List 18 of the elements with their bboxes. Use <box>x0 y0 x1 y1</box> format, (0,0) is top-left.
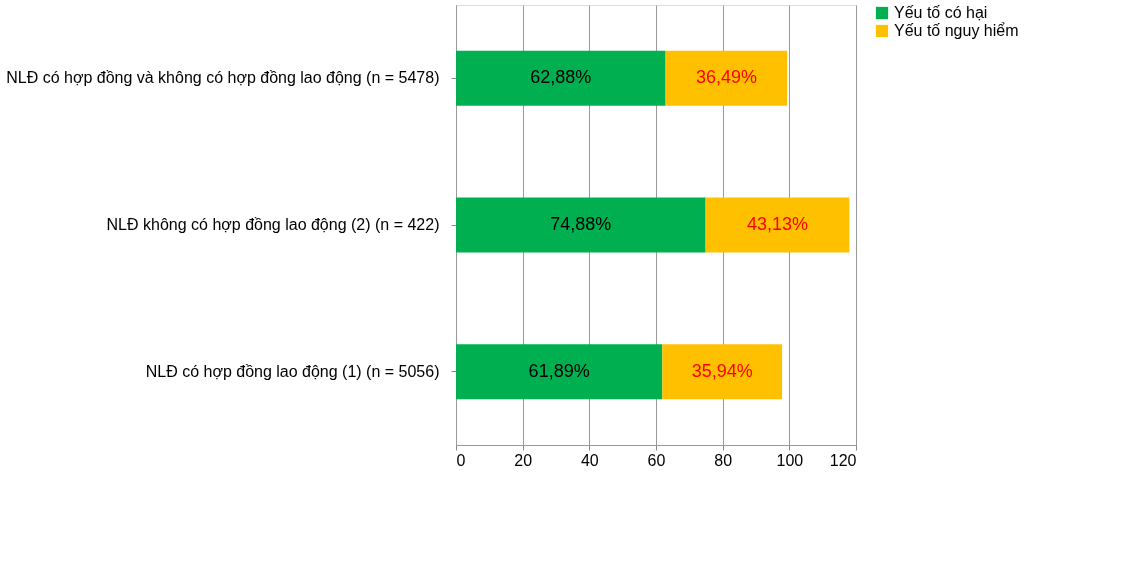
y-tick-label: NLĐ có hợp đồng lao động (1) (n = 5056) <box>145 362 440 380</box>
x-tick-label: 0 <box>456 451 466 469</box>
data-label: 61,89% <box>528 360 590 381</box>
data-label: 36,49% <box>695 67 757 88</box>
legend-label: Yếu tố có hại <box>894 4 988 21</box>
x-tick-label: 40 <box>580 451 599 469</box>
x-tick-label: 120 <box>829 451 857 469</box>
data-label: 43,13% <box>746 214 809 234</box>
x-tick-label: 100 <box>776 451 804 469</box>
x-tick-label: 80 <box>714 451 733 469</box>
y-tick-label: NLĐ không có hợp đồng lao động (2) (n = 422) <box>106 216 440 233</box>
data-label: 74,88% <box>550 214 612 234</box>
x-tick-label: 60 <box>647 451 666 469</box>
y-tick-label: NLĐ có hợp đồng và không có hợp đồng lao động (n = 5478) <box>6 69 440 87</box>
data-label: 62,88% <box>530 67 592 88</box>
legend-label: Yếu tố nguy hiểm <box>894 22 1019 39</box>
data-label: 35,94% <box>691 360 753 381</box>
x-tick-label: 20 <box>514 451 533 469</box>
